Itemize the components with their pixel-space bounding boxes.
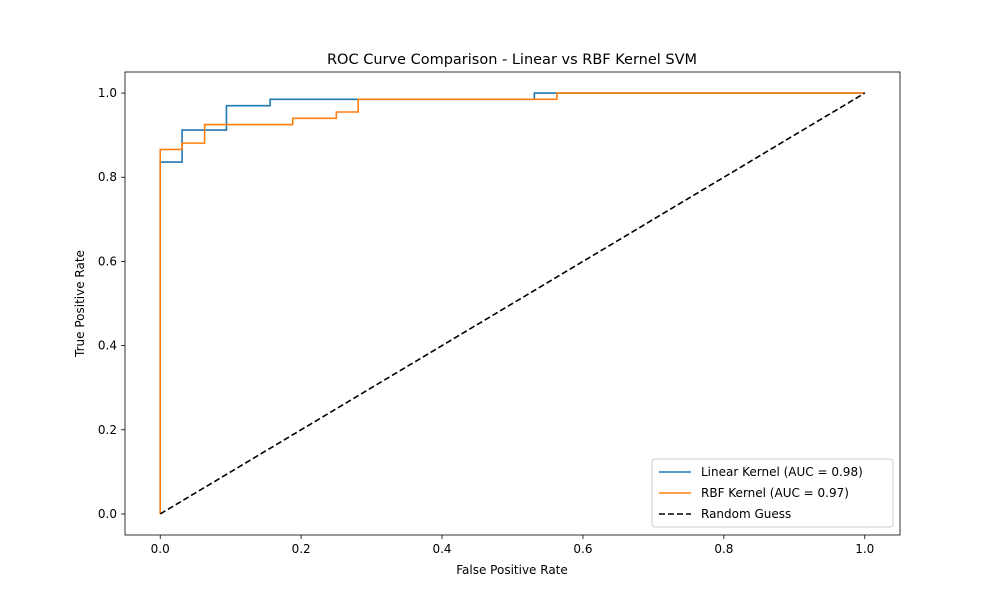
x-tick-label: 0.2: [292, 542, 311, 556]
x-tick-label: 0.6: [573, 542, 592, 556]
plot-area: [159, 92, 866, 515]
legend: Linear Kernel (AUC = 0.98) RBF Kernel (AU…: [651, 458, 894, 528]
y-tick-label: 0.0: [98, 507, 117, 521]
series-line-3: [159, 92, 866, 515]
x-tick-label: 0.4: [432, 542, 451, 556]
legend-frame: [651, 458, 894, 528]
y-tick-label: 0.8: [98, 170, 117, 184]
x-axis-label: False Positive Rate: [456, 563, 568, 577]
x-tick-label: 0.8: [714, 542, 733, 556]
y-tick-label: 0.4: [98, 339, 117, 353]
x-tick-label: 0.0: [151, 542, 170, 556]
legend-label-3: Random Guess: [701, 507, 791, 521]
chart-title: ROC Curve Comparison - Linear vs RBF Ker…: [327, 52, 697, 68]
series-line-1: [159, 92, 865, 514]
y-axis-label: True Positive Rate: [73, 250, 87, 358]
axis-ticks: 0.0 0.2 0.4 0.6 0.8 1.0 0.0 0.2 0.4 0.6 0.8 1.0: [98, 86, 874, 556]
y-tick-label: 0.6: [98, 254, 117, 268]
y-tick-label: 0.2: [98, 423, 117, 437]
y-tick-label: 1.0: [98, 86, 117, 100]
legend-label-2: RBF Kernel (AUC = 0.97): [701, 486, 849, 500]
axes-frame: [124, 71, 901, 536]
legend-label-1: Linear Kernel (AUC = 0.98): [701, 465, 863, 479]
x-tick-label: 1.0: [855, 542, 874, 556]
series-line-2: [159, 92, 865, 514]
